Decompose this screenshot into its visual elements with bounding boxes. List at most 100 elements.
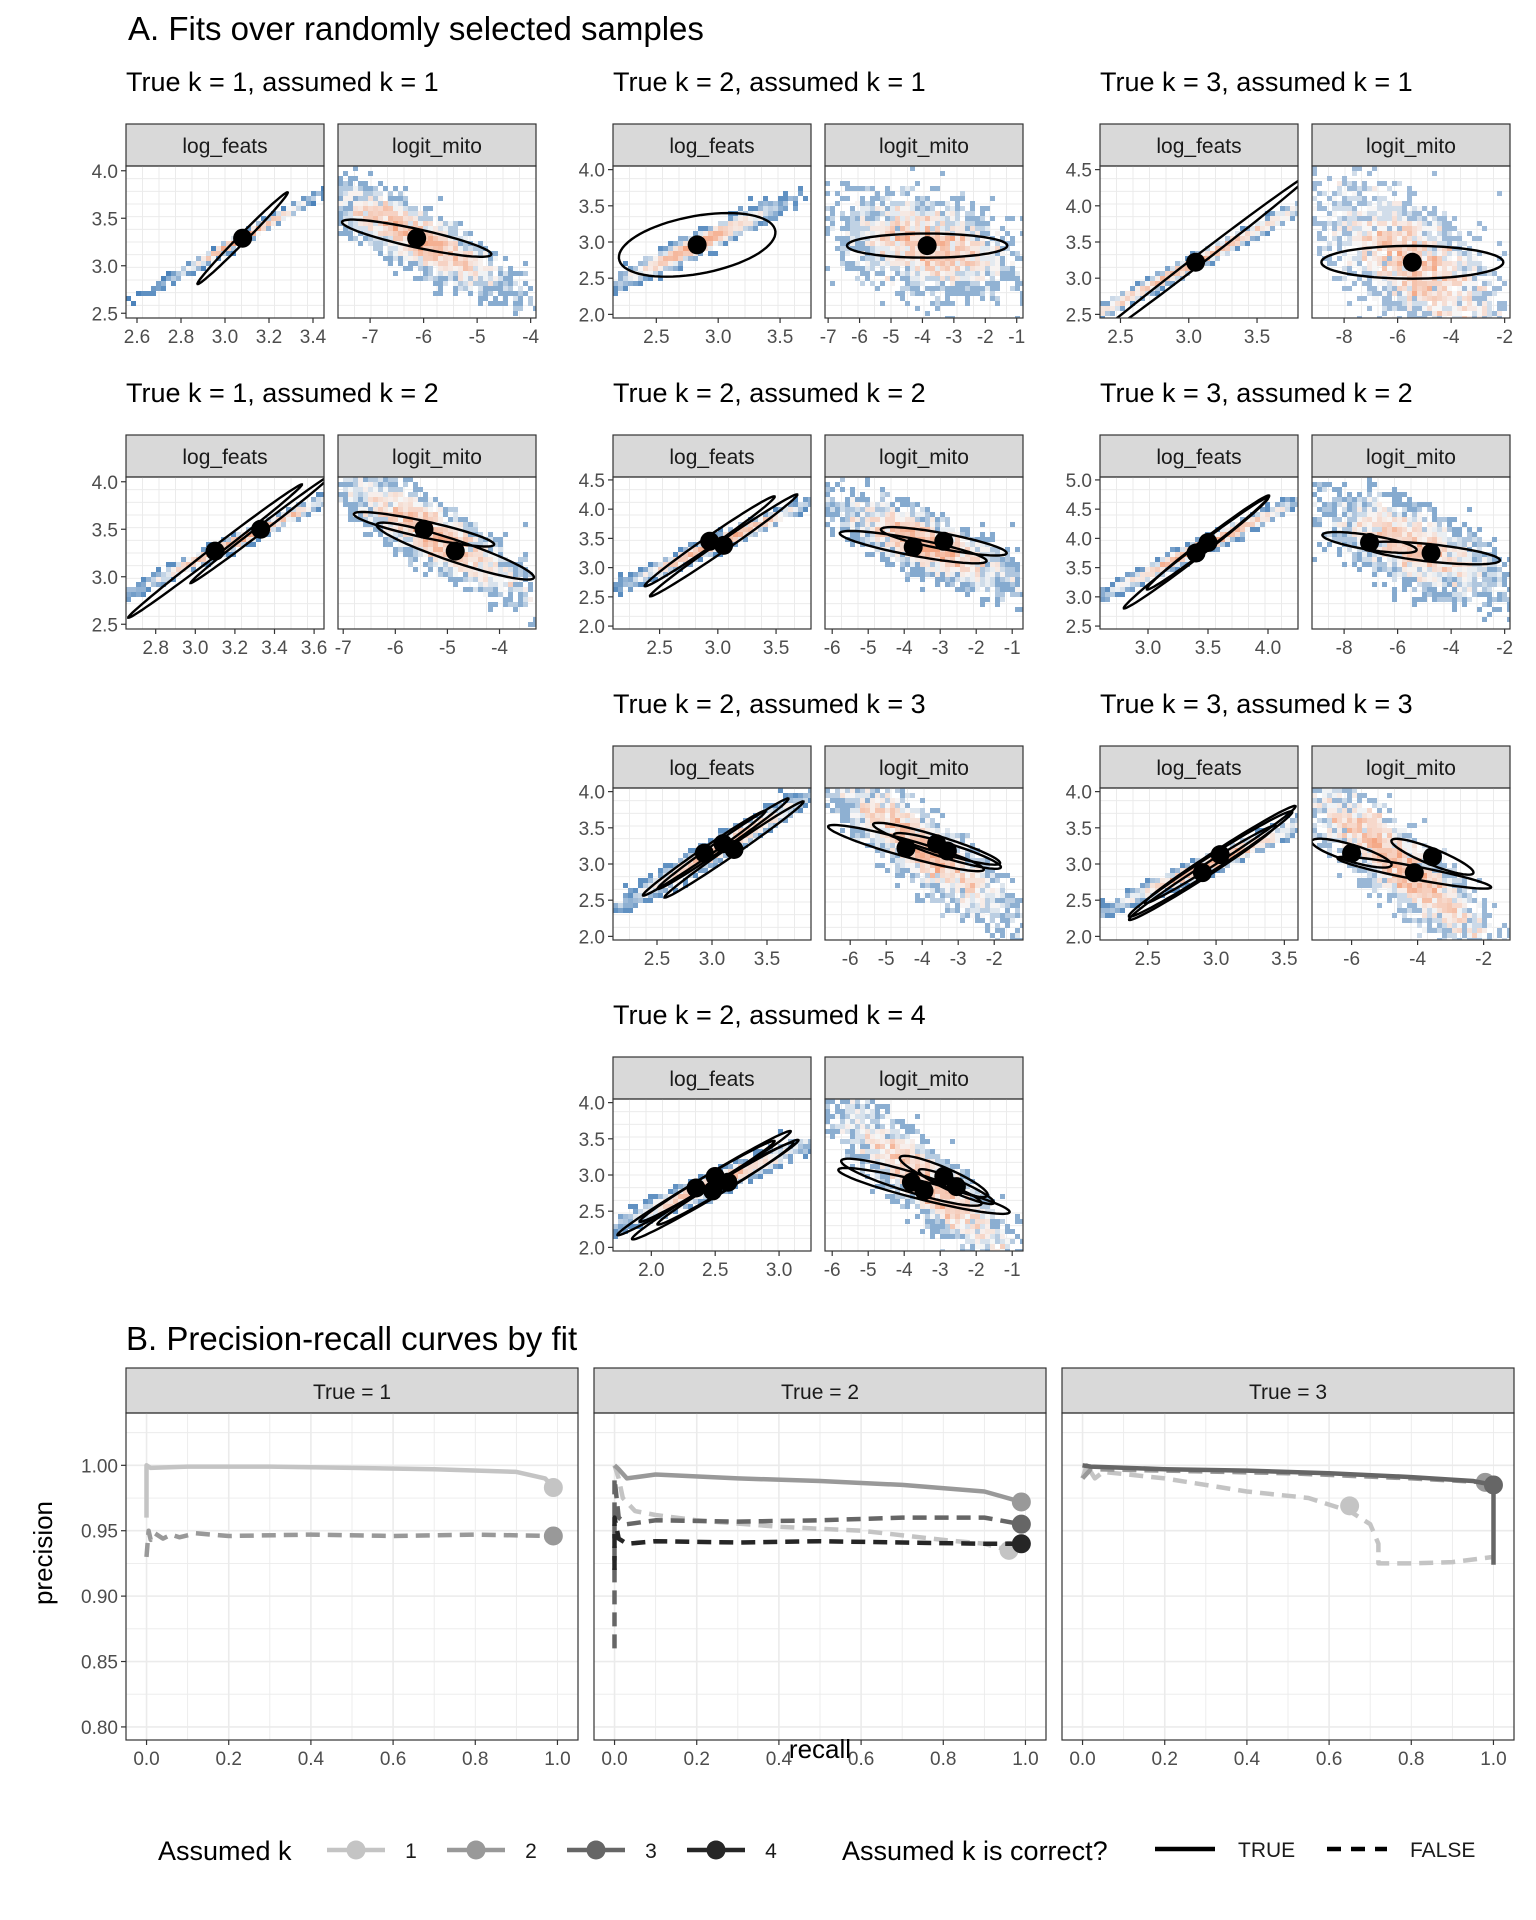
heat-cell [1010, 572, 1015, 577]
heat-cell [965, 532, 970, 537]
heat-cell [935, 276, 940, 281]
heat-cell [875, 547, 880, 552]
y-tick-label: 3.0 [92, 568, 118, 589]
heat-cell [793, 502, 798, 507]
heat-cell [935, 286, 940, 291]
heat-cell [1382, 226, 1387, 231]
heat-cell [950, 572, 955, 577]
heat-cell [970, 587, 975, 592]
heat-cell [1105, 597, 1110, 602]
heat-cell [1387, 567, 1392, 572]
heat-cell [855, 798, 860, 803]
heat-cell [960, 271, 965, 276]
heat-cell [1407, 502, 1412, 507]
heat-cell [738, 226, 743, 231]
heat-cell [468, 557, 473, 562]
heat-cell [1372, 527, 1377, 532]
heat-cell [438, 507, 443, 512]
heat-cell [1482, 266, 1487, 271]
heat-cell [488, 532, 493, 537]
heat-cell [1347, 532, 1352, 537]
heat-cell [488, 562, 493, 567]
heat-cell [221, 246, 226, 251]
facet-strip-label: logit_mito [392, 135, 482, 158]
heat-cell [840, 808, 845, 813]
heat-cell [1285, 502, 1290, 507]
heat-cell [1417, 542, 1422, 547]
heat-cell [378, 507, 383, 512]
panel-title: True k = 1, assumed k = 2 [126, 378, 439, 408]
heat-cell [1357, 502, 1362, 507]
heat-cell [498, 537, 503, 542]
heat-cell [1492, 552, 1497, 557]
heat-cell [1467, 572, 1472, 577]
heat-cell [633, 893, 638, 898]
heat-cell [960, 251, 965, 256]
heat-cell [798, 808, 803, 813]
heat-cell [718, 226, 723, 231]
heat-cell [1437, 221, 1442, 226]
x-tick-label: 3.0 [705, 638, 731, 659]
heat-cell [743, 226, 748, 231]
heat-cell [1467, 306, 1472, 311]
heat-cell [845, 793, 850, 798]
heat-cell [1392, 251, 1397, 256]
heat-cell [1392, 206, 1397, 211]
heat-cell [1130, 296, 1135, 301]
heat-cell [383, 497, 388, 502]
heat-cell [1452, 542, 1457, 547]
heat-cell [945, 582, 950, 587]
heat-cell [1337, 487, 1342, 492]
heat-cell [1402, 587, 1407, 592]
heat-cell [338, 201, 343, 206]
heat-cell [920, 567, 925, 572]
heat-cell [373, 206, 378, 211]
heat-cell [733, 537, 738, 542]
heat-cell [463, 557, 468, 562]
heat-cell [1397, 517, 1402, 522]
heat-cell [1377, 216, 1382, 221]
panel-title: True k = 3, assumed k = 2 [1100, 378, 1413, 408]
heat-cell [865, 186, 870, 191]
heat-cell [653, 567, 658, 572]
heat-cell [261, 226, 266, 231]
heat-cell [1397, 226, 1402, 231]
heat-cell [398, 226, 403, 231]
heat-cell [141, 582, 146, 587]
heat-cell [498, 286, 503, 291]
heat-cell [895, 201, 900, 206]
y-tick-label: 2.5 [579, 269, 605, 290]
heat-cell [1417, 502, 1422, 507]
heat-cell [1422, 311, 1427, 316]
heat-cell [408, 206, 413, 211]
heat-cell [493, 266, 498, 271]
heat-cell [156, 567, 161, 572]
heat-cell [1357, 316, 1362, 318]
heat-cell [835, 482, 840, 487]
heat-cell [1417, 537, 1422, 542]
heat-cell [403, 231, 408, 236]
heat-cell [1357, 537, 1362, 542]
heat-cell [186, 266, 191, 271]
heat-cell [950, 577, 955, 582]
heat-cell [743, 843, 748, 848]
heat-cell [393, 492, 398, 497]
heat-cell [1260, 512, 1265, 517]
heat-cell [1427, 221, 1432, 226]
heat-cell [930, 567, 935, 572]
heat-cell [718, 221, 723, 226]
heat-cell [1342, 497, 1347, 502]
heat-cell [1327, 532, 1332, 537]
facet-strip-label: log_feats [669, 757, 754, 780]
heat-cell [995, 286, 1000, 291]
heat-cell [1377, 492, 1382, 497]
heat-cell [623, 582, 628, 587]
heat-cell [458, 276, 463, 281]
heat-cell [910, 261, 915, 266]
heat-cell [648, 898, 653, 903]
heat-cell [1447, 296, 1452, 301]
heat-cell [1317, 206, 1322, 211]
heat-cell [448, 266, 453, 271]
heat-cell [995, 547, 1000, 552]
heat-cell [1367, 236, 1372, 241]
